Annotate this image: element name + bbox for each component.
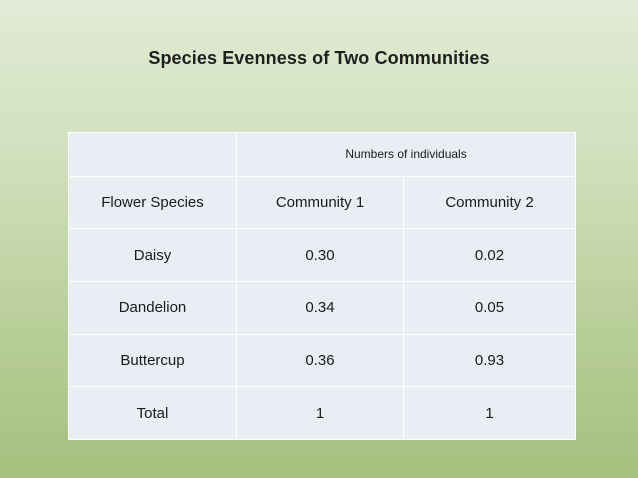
- evenness-table: Numbers of individuals Flower Species Co…: [68, 132, 577, 440]
- table-header-row: Flower Species Community 1 Community 2: [68, 175, 577, 230]
- page-title: Species Evenness of Two Communities: [148, 48, 490, 68]
- community-1-cell: 0.30: [236, 228, 404, 283]
- column-header-community-1: Community 1: [236, 175, 404, 230]
- species-cell: Total: [68, 386, 237, 440]
- community-2-cell: 1: [402, 386, 577, 440]
- community-2-cell: 0.93: [402, 333, 577, 388]
- table-row: Buttercup 0.36 0.93: [68, 333, 577, 388]
- community-1-cell: 0.34: [236, 281, 404, 335]
- community-2-cell: 0.02: [402, 228, 577, 283]
- table-corner-cell: [68, 132, 237, 177]
- table-row: Dandelion 0.34 0.05: [68, 281, 577, 335]
- community-1-cell: 0.36: [236, 333, 404, 388]
- column-header-species: Flower Species: [68, 175, 237, 230]
- column-header-community-2: Community 2: [402, 175, 577, 230]
- species-cell: Daisy: [68, 228, 237, 283]
- species-cell: Dandelion: [68, 281, 237, 335]
- table-group-header-row: Numbers of individuals: [68, 132, 577, 177]
- table-row-total: Total 1 1: [68, 386, 577, 440]
- community-1-cell: 1: [236, 386, 404, 440]
- table-row: Daisy 0.30 0.02: [68, 228, 577, 283]
- species-cell: Buttercup: [68, 333, 237, 388]
- community-2-cell: 0.05: [402, 281, 577, 335]
- group-header-cell: Numbers of individuals: [235, 132, 577, 177]
